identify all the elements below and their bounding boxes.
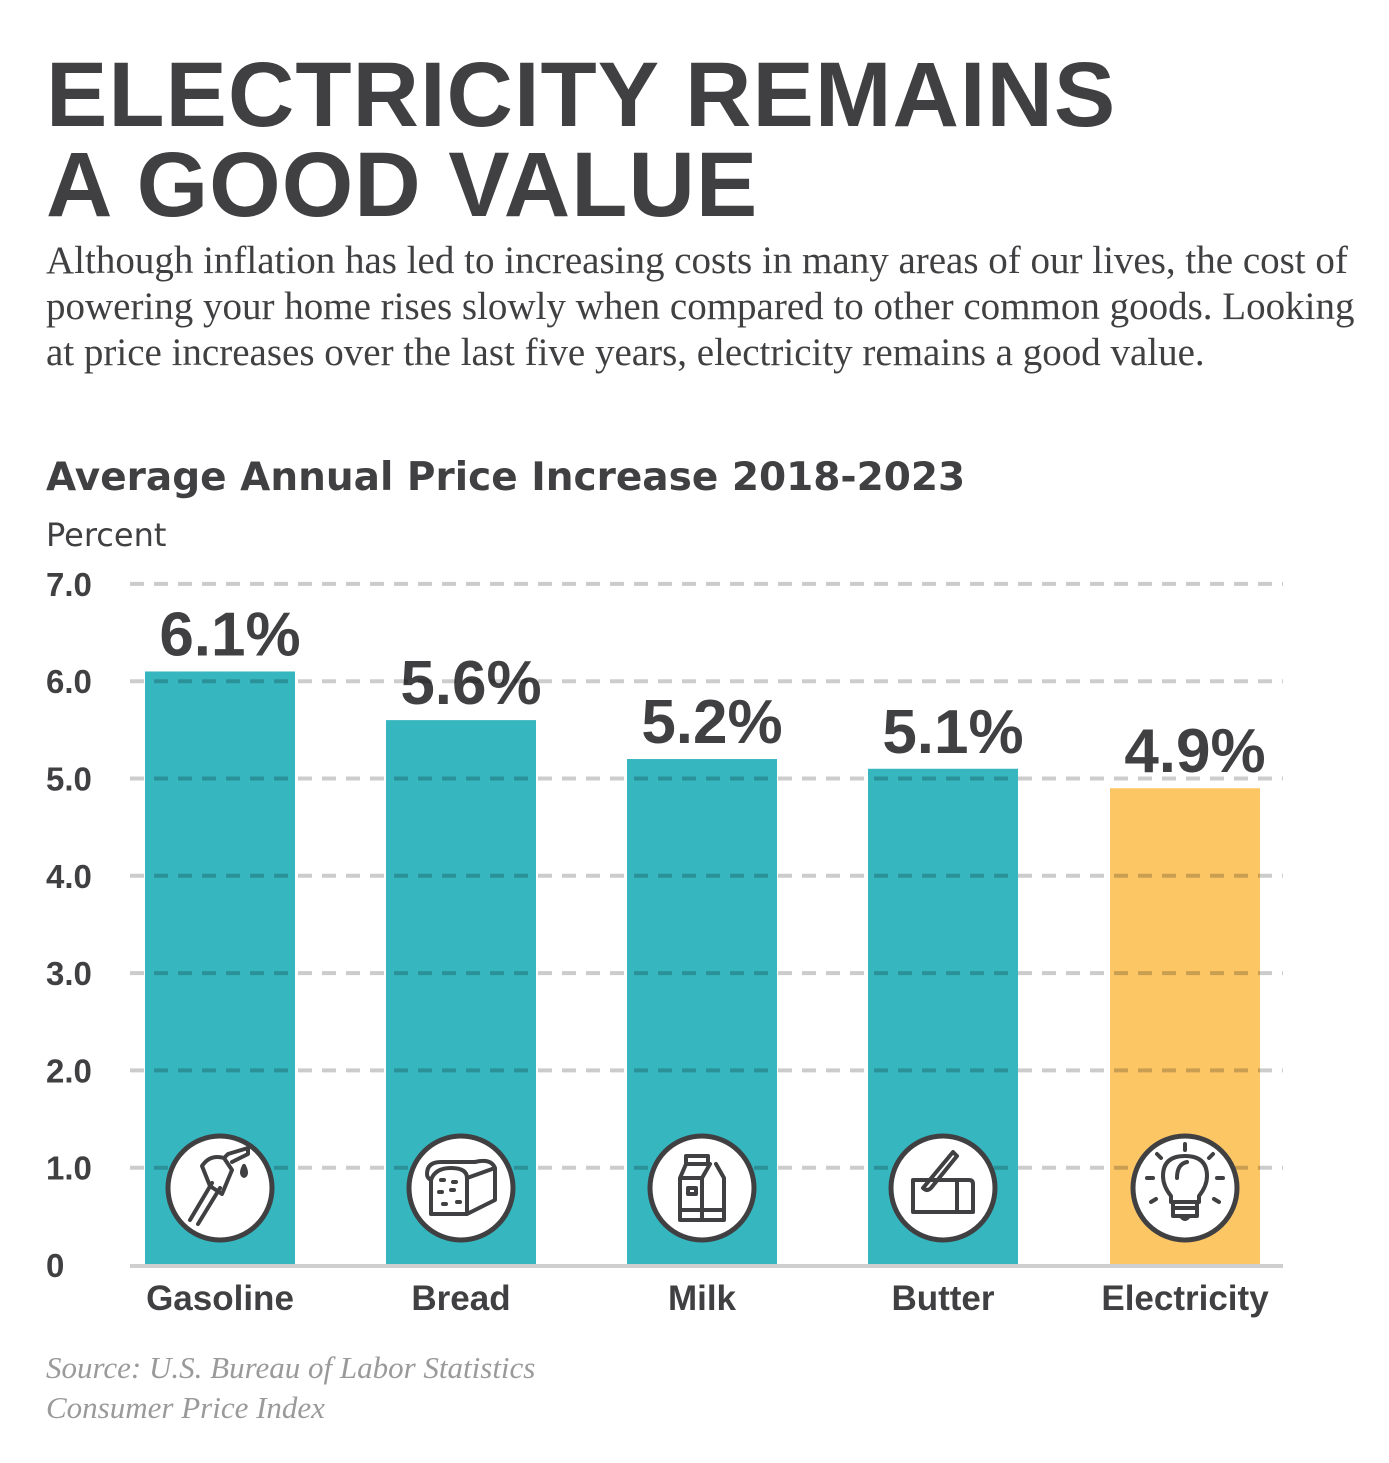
y-tick-label: 7.0 <box>46 566 92 603</box>
data-label: 5.1% <box>882 698 1023 767</box>
category-label: Butter <box>891 1279 994 1318</box>
title-line: a good value <box>46 134 759 236</box>
icon-circle <box>888 1133 998 1243</box>
milk-carton-icon <box>647 1133 757 1243</box>
chart-title: Average Annual Price Increase 2018-2023 <box>46 455 966 500</box>
data-label: 5.6% <box>400 649 541 718</box>
gas-pump-icon-glyph <box>188 1146 250 1226</box>
source-note: Source: U.S. Bureau of Labor Statistics … <box>46 1348 535 1428</box>
page-title: Electricity remains a good value <box>46 44 1117 236</box>
category-label: Milk <box>668 1279 737 1318</box>
source-line: Source: U.S. Bureau of Labor Statistics <box>46 1350 536 1385</box>
butter-icon-glyph <box>911 1150 975 1214</box>
icon-circle <box>1130 1133 1240 1243</box>
y-tick-label: 1.0 <box>46 1150 92 1187</box>
light-bulb-icon-glyph <box>1145 1142 1225 1221</box>
data-label: 5.2% <box>641 688 782 757</box>
y-tick-label: 4.0 <box>46 858 92 895</box>
y-axis-label: Percent <box>46 516 167 554</box>
source-line: Consumer Price Index <box>46 1390 325 1425</box>
light-bulb-icon <box>1130 1133 1240 1243</box>
y-tick-label: 5.0 <box>46 761 92 798</box>
category-label: Gasoline <box>146 1279 294 1318</box>
gas-pump-icon <box>165 1133 275 1243</box>
data-label: 4.9% <box>1124 717 1265 786</box>
milk-carton-icon-glyph <box>678 1154 726 1222</box>
category-label: Bread <box>411 1279 510 1318</box>
y-tick-label: 2.0 <box>46 1052 92 1089</box>
butter-icon <box>888 1133 998 1243</box>
y-tick-label: 3.0 <box>46 955 92 992</box>
y-tick-label: 0 <box>46 1247 64 1284</box>
y-tick-label: 6.0 <box>46 663 92 700</box>
intro-text: Although inflation has led to increasing… <box>46 239 1355 374</box>
category-label: Electricity <box>1101 1279 1269 1318</box>
bread-icon-glyph <box>425 1158 497 1216</box>
title-line: Electricity remains <box>46 44 1117 146</box>
icon-circle <box>406 1133 516 1243</box>
bread-icon <box>406 1133 516 1243</box>
data-label: 6.1% <box>159 600 300 669</box>
